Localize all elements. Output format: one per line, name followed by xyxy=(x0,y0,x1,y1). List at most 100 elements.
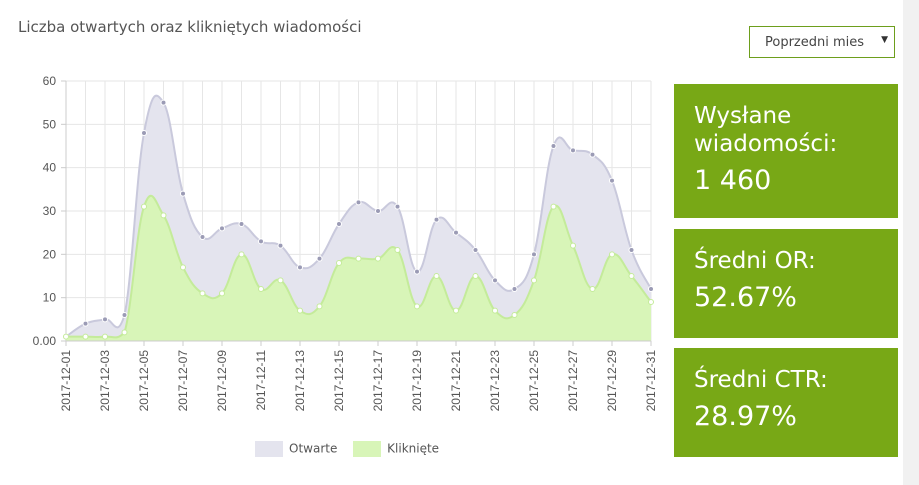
page-scrollbar[interactable] xyxy=(903,0,919,485)
x-tick-label: 2017-12-01 xyxy=(59,350,73,412)
point-clicked xyxy=(433,273,440,279)
point-clicked xyxy=(258,286,264,292)
y-tick-label: 40 xyxy=(43,161,57,175)
chart-title: Liczba otwartych oraz klikniętych wiadom… xyxy=(18,18,362,36)
y-tick-label: 60 xyxy=(43,74,57,88)
average-ctr-card: Średni CTR: 28.97% xyxy=(674,348,898,457)
point-opened xyxy=(414,268,420,275)
point-opened xyxy=(531,251,537,258)
point-clicked xyxy=(472,273,479,279)
x-tick-label: 2017-12-23 xyxy=(488,350,502,412)
point-clicked xyxy=(102,333,108,340)
point-opened xyxy=(219,225,225,232)
legend-label-opened: Otwarte xyxy=(289,441,338,456)
period-select-value: Poprzedni mies xyxy=(765,35,865,50)
average-or-label: Średni OR: xyxy=(694,248,816,274)
sent-messages-label: Wysłane wiadomości: xyxy=(694,103,838,157)
point-clicked xyxy=(609,251,615,258)
point-opened xyxy=(570,147,576,154)
point-opened xyxy=(433,216,440,223)
average-or-card: Średni OR: 52.67% xyxy=(674,229,898,338)
point-clicked xyxy=(180,264,186,271)
point-clicked xyxy=(297,307,303,314)
y-tick-label: 10 xyxy=(43,291,57,305)
point-clicked xyxy=(355,255,362,262)
x-tick-label: 2017-12-07 xyxy=(176,350,190,412)
point-clicked xyxy=(453,307,459,314)
point-opened xyxy=(492,277,498,284)
y-tick-label: 20 xyxy=(43,247,57,261)
point-clicked xyxy=(277,277,284,284)
y-tick-label: 50 xyxy=(43,117,57,131)
y-tick-label: 0.00 xyxy=(33,334,57,348)
x-axis: 2017-12-01 2017-12-03 2017-12-05 2017-12-07… xyxy=(59,340,658,412)
x-tick-label: 2017-12-21 xyxy=(449,350,463,412)
chart-points xyxy=(63,99,654,340)
point-opened xyxy=(82,320,89,327)
point-opened xyxy=(258,238,264,245)
point-opened xyxy=(648,286,654,292)
x-tick-label: 2017-12-05 xyxy=(137,350,151,412)
point-opened xyxy=(160,99,167,106)
point-opened xyxy=(511,286,518,292)
legend-label-clicked: Kliknięte xyxy=(387,441,440,456)
point-clicked xyxy=(628,273,635,279)
sent-messages-value: 1 460 xyxy=(694,165,772,196)
point-opened xyxy=(550,143,557,149)
point-opened xyxy=(375,208,381,214)
average-ctr-value: 28.97% xyxy=(694,401,797,432)
x-tick-label: 2017-12-31 xyxy=(644,350,658,412)
point-clicked xyxy=(394,247,401,253)
x-tick-label: 2017-12-25 xyxy=(527,350,541,412)
period-select[interactable]: Poprzedni mies ▼ xyxy=(749,26,895,58)
point-clicked xyxy=(82,333,89,340)
x-tick-label: 2017-12-03 xyxy=(98,350,112,412)
legend-swatch-opened xyxy=(255,441,283,457)
point-clicked xyxy=(63,333,69,340)
point-clicked xyxy=(160,212,167,219)
point-clicked xyxy=(336,260,342,266)
point-clicked xyxy=(589,286,596,292)
x-tick-label: 2017-12-15 xyxy=(332,350,346,412)
point-clicked xyxy=(375,255,381,262)
point-clicked xyxy=(121,329,128,336)
x-tick-label: 2017-12-17 xyxy=(371,350,385,412)
point-clicked xyxy=(570,242,576,249)
point-opened xyxy=(453,229,459,236)
x-tick-label: 2017-12-27 xyxy=(566,350,580,412)
point-clicked xyxy=(492,307,498,314)
point-clicked xyxy=(199,290,206,297)
legend-item-opened[interactable]: Otwarte xyxy=(255,441,337,457)
point-opened xyxy=(238,221,245,227)
point-opened xyxy=(277,242,284,249)
average-ctr-label: Średni CTR: xyxy=(694,367,828,393)
point-opened xyxy=(394,203,401,210)
y-axis: 0.00 10 20 30 40 50 60 xyxy=(33,74,67,348)
y-tick-label: 30 xyxy=(43,204,57,218)
chart-legend: Otwarte Kliknięte xyxy=(255,441,451,457)
point-opened xyxy=(336,221,342,227)
x-tick-label: 2017-12-09 xyxy=(215,350,229,412)
point-clicked xyxy=(316,303,323,310)
point-clicked xyxy=(238,251,245,258)
x-tick-label: 2017-12-29 xyxy=(605,350,619,412)
point-opened xyxy=(297,264,303,271)
point-clicked xyxy=(414,303,420,310)
point-opened xyxy=(199,234,206,240)
point-clicked xyxy=(531,277,537,284)
point-clicked xyxy=(219,290,225,297)
point-opened xyxy=(316,255,323,262)
point-opened xyxy=(102,316,108,323)
x-tick-label: 2017-12-13 xyxy=(293,350,307,412)
point-opened xyxy=(628,247,635,253)
point-clicked xyxy=(550,203,557,210)
x-tick-label: 2017-12-19 xyxy=(410,350,424,412)
point-opened xyxy=(141,130,147,136)
triangle-down-icon: ▼ xyxy=(881,35,888,45)
legend-item-clicked[interactable]: Kliknięte xyxy=(353,441,439,457)
point-opened xyxy=(355,199,362,206)
point-opened xyxy=(180,190,186,197)
sent-messages-card: Wysłane wiadomości: 1 460 xyxy=(674,84,898,218)
point-opened xyxy=(609,177,615,184)
